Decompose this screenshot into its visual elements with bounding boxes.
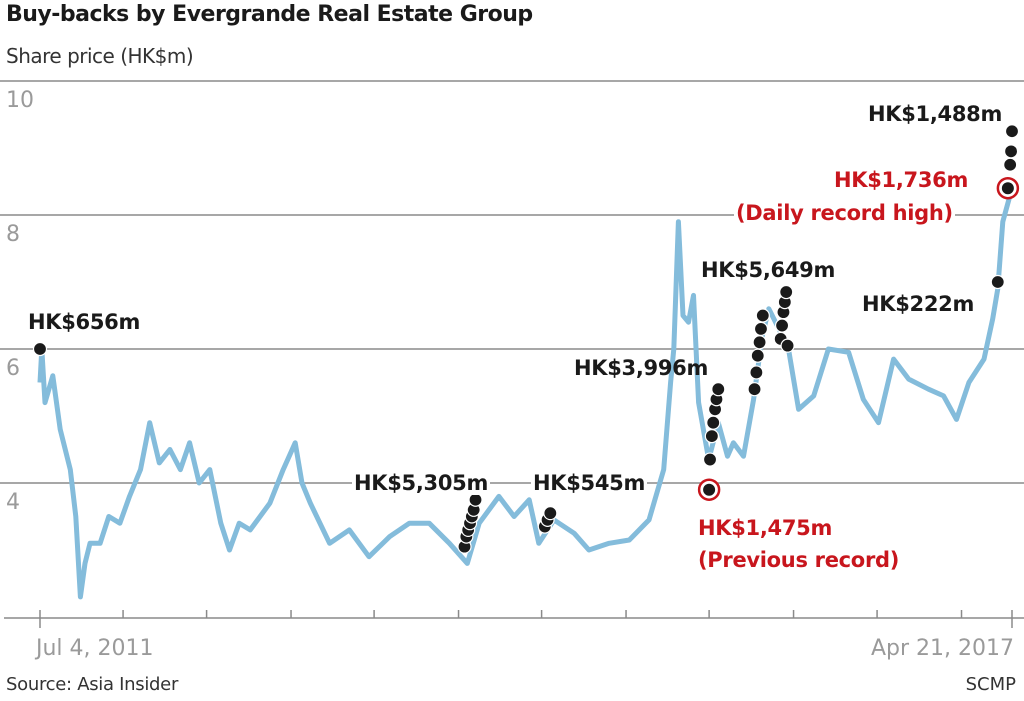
record-buyback-dot: [1001, 182, 1014, 195]
buyback-dot: [702, 452, 718, 467]
buyback-dot: [32, 341, 48, 357]
record-buyback-dot: [703, 483, 716, 496]
annotation-1736m: HK$1,736m: [832, 168, 971, 192]
buyback-dot: [755, 308, 770, 323]
buyback-dot: [990, 274, 1005, 290]
buyback-dot: [747, 382, 762, 397]
buyback-dot: [752, 335, 767, 350]
buyback-dot: [706, 415, 721, 430]
buyback-dot: [750, 348, 765, 363]
buyback-dot: [1003, 157, 1018, 172]
y-tick-label-4: 4: [6, 490, 20, 515]
annotation-1475m: HK$1,475m: [696, 516, 835, 540]
buyback-dot: [774, 318, 790, 333]
annotation-5305m: HK$5,305m: [352, 471, 491, 495]
y-tick-label-10: 10: [6, 88, 34, 113]
source-note: Source: Asia Insider: [6, 674, 179, 695]
share-price-line: [37, 187, 1015, 600]
annotation-3996m: HK$3,996m: [574, 356, 709, 380]
buyback-dot: [711, 382, 726, 397]
buyback-dot: [543, 506, 558, 521]
y-tick-label-6: 6: [6, 356, 20, 381]
credit: SCMP: [965, 674, 1016, 695]
y-tick-label-8: 8: [6, 222, 20, 247]
buyback-dot: [1004, 124, 1020, 139]
buyback-dot: [704, 429, 719, 444]
annotation-656m: HK$656m: [26, 310, 143, 334]
annotation-5649m: HK$5,649m: [701, 258, 836, 282]
buyback-dot: [468, 492, 483, 507]
buyback-dot: [779, 284, 794, 300]
annotation-222m: HK$222m: [862, 292, 975, 316]
buyback-dot: [780, 338, 795, 353]
buyback-dot: [749, 365, 764, 380]
chart-title: Buy-backs by Evergrande Real Estate Grou…: [6, 2, 533, 27]
x-tick-label-start: Jul 4, 2011: [34, 636, 154, 661]
annotation-1488m: HK$1,488m: [866, 102, 1005, 126]
annotation-daily-record-high: (Daily record high): [734, 201, 955, 225]
y-axis-label: Share price (HK$m): [6, 44, 194, 68]
x-tick-label-end: Apr 21, 2017: [871, 636, 1014, 661]
buyback-dot: [1003, 144, 1019, 159]
annotation-545m: HK$545m: [531, 471, 648, 495]
annotation-previous-record: (Previous record): [696, 548, 902, 572]
buyback-dot: [753, 321, 769, 336]
